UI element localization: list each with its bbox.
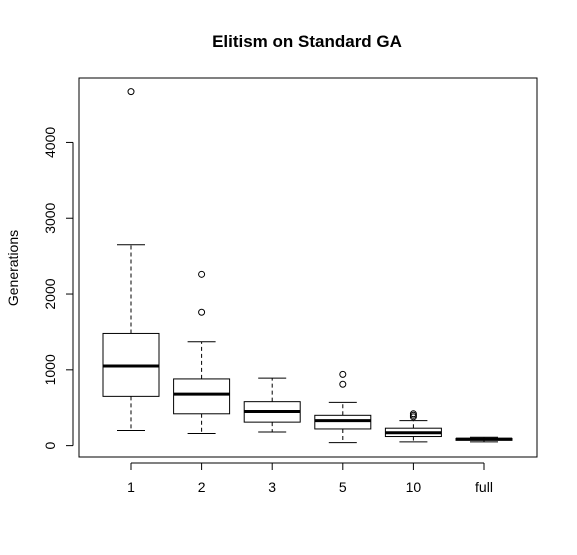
- x-tick-label: 5: [339, 479, 347, 495]
- y-tick-label: 4000: [42, 127, 58, 158]
- y-tick-label: 1000: [42, 354, 58, 385]
- outlier-point: [339, 370, 347, 378]
- box: [314, 414, 372, 430]
- outlier-point: [409, 410, 417, 418]
- y-tick-label: 2000: [42, 278, 58, 309]
- box: [173, 378, 231, 415]
- outlier-point: [198, 308, 206, 316]
- outlier-point: [198, 270, 206, 278]
- y-tick-label: 3000: [42, 202, 58, 233]
- x-tick-label: full: [475, 479, 493, 495]
- x-tick-label: 10: [406, 479, 422, 495]
- x-tick-label: 1: [127, 479, 135, 495]
- y-axis-label: Generations: [5, 230, 21, 306]
- chart-title: Elitism on Standard GA: [212, 32, 402, 51]
- outlier-point: [127, 88, 135, 96]
- plot-frame: [78, 77, 538, 458]
- outlier-point: [339, 380, 347, 388]
- x-tick-label: 2: [198, 479, 206, 495]
- x-tick-label: 3: [268, 479, 276, 495]
- chart-marks: 0 1000 2000 3000 4000 1 2 3 5 10 full: [42, 88, 513, 495]
- y-tick-label: 0: [42, 442, 58, 450]
